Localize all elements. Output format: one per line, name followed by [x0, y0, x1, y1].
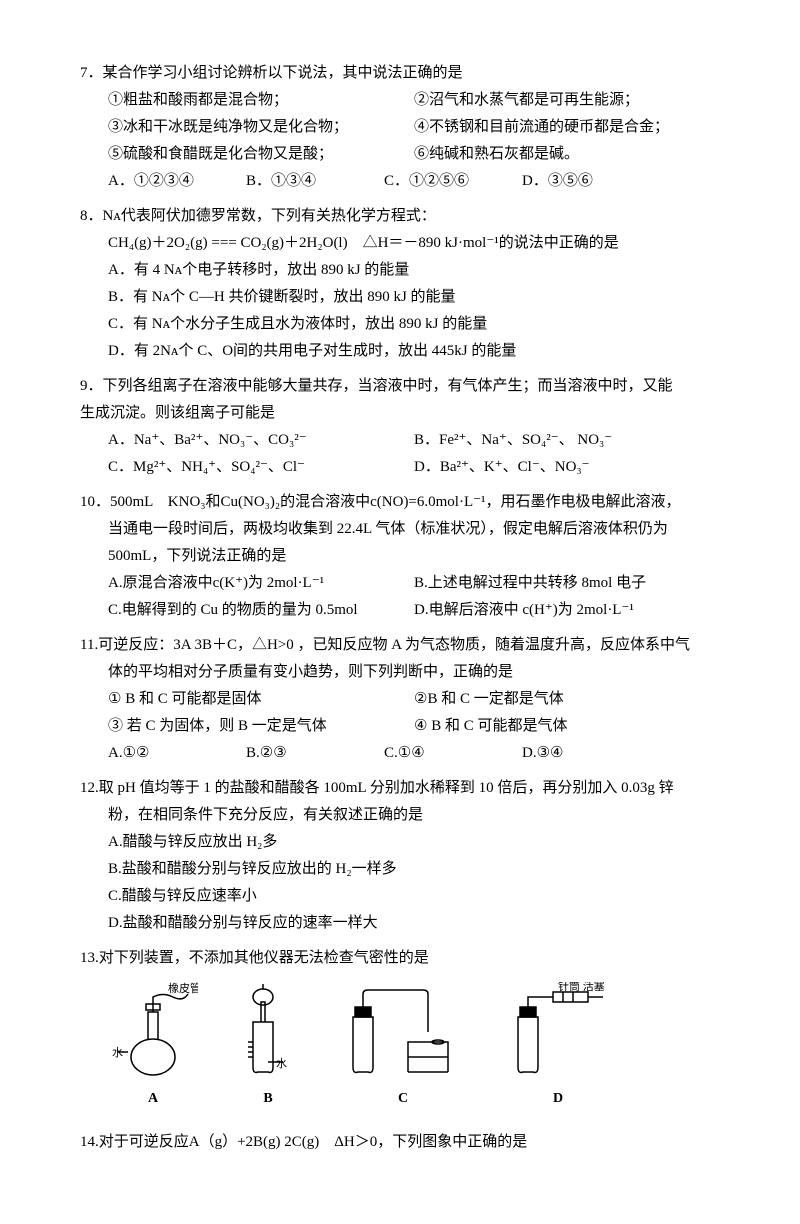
q7-s6: ⑥纯碱和熟石灰都是碱。	[414, 141, 720, 168]
q10-s2: 当通电一段时间后，两极均收集到 22.4L 气体（标准状况），假定电解后溶液体积…	[80, 516, 720, 543]
q9-row2: C．Mg²⁺、NH₄⁺、SO₄²⁻、Cl⁻ D．Ba²⁺、K⁺、Cl⁻、NO₃⁻	[80, 454, 720, 481]
q11-s2: 体的平均相对分子质量有变小趋势，则下列判断中，正确的是	[80, 659, 720, 686]
q7-s4: ④不锈钢和目前流通的硬币都是合金；	[414, 114, 720, 141]
q8-opt-d: D．有 2Nᴀ个 C、O间的共用电子对生成时，放出 445kJ 的能量	[80, 338, 720, 365]
label-a: A	[148, 1086, 158, 1111]
q10-row1: A.原混合溶液中c(K⁺)为 2mol·L⁻¹ B.上述电解过程中共转移 8mo…	[80, 570, 720, 597]
q7-opt-c: C．①②⑤⑥	[384, 168, 522, 195]
question-7: 7．某合作学习小组讨论辨析以下说法，其中说法正确的是 ①粗盐和酸雨都是混合物； …	[80, 60, 720, 195]
q11-opt-b: B.②③	[246, 740, 384, 767]
q7-subs-2: ③冰和干冰既是纯净物又是化合物； ④不锈钢和目前流通的硬币都是合金；	[80, 114, 720, 141]
q12-opt-a: A.醋酸与锌反应放出 H₂多	[80, 829, 720, 856]
q9-opt-d: D．Ba²⁺、K⁺、Cl⁻、NO₃⁻	[414, 454, 720, 481]
q7-subs-3: ⑤硫酸和食醋既是化合物又是酸； ⑥纯碱和熟石灰都是碱。	[80, 141, 720, 168]
apparatus-b: 水 B	[228, 982, 308, 1111]
q7-s2: ②沼气和水蒸气都是可再生能源；	[414, 87, 720, 114]
label-c: C	[398, 1086, 408, 1111]
q13-stem: 13.对下列装置，不添加其他仪器无法检查气密性的是	[80, 945, 720, 972]
q11-opt-c: C.①④	[384, 740, 522, 767]
q7-s5: ⑤硫酸和食醋既是化合物又是酸；	[108, 141, 414, 168]
q7-opt-a: A．①②③④	[108, 168, 246, 195]
q12-opt-d: D.盐酸和醋酸分别与锌反应的速率一样大	[80, 910, 720, 937]
q14-stem: 14.对于可逆反应A（g）+2B(g) 2C(g) ΔH＞0，下列图象中正确的是	[80, 1129, 720, 1156]
apparatus-d-icon: 针筒 活塞	[498, 982, 618, 1082]
q8-opt-b: B．有 Nᴀ个 C—H 共价键断裂时，放出 890 kJ 的能量	[80, 284, 720, 311]
question-12: 12.取 pH 值均等于 1 的盐酸和醋酸各 100mL 分别加水稀释到 10 …	[80, 775, 720, 937]
q11-o2: ②B 和 C 一定都是气体	[414, 686, 720, 713]
q10-row2: C.电解得到的 Cu 的物质的量为 0.5mol D.电解后溶液中 c(H⁺)为…	[80, 597, 720, 624]
q12-opt-c: C.醋酸与锌反应速率小	[80, 883, 720, 910]
q9-opt-a: A．Na⁺、Ba²⁺、NO₃⁻、CO₃²⁻	[108, 427, 414, 454]
q7-stem: 7．某合作学习小组讨论辨析以下说法，其中说法正确的是	[80, 60, 720, 87]
q8-stem: 8．Nᴀ代表阿伏加德罗常数，下列有关热化学方程式：	[80, 203, 720, 230]
q8-opt-c: C．有 Nᴀ个水分子生成且水为液体时，放出 890 kJ 的能量	[80, 311, 720, 338]
q11-o4: ④ B 和 C 可能都是气体	[414, 713, 720, 740]
q11-srow1: ① B 和 C 可能都是固体 ②B 和 C 一定都是气体	[80, 686, 720, 713]
water-label-a: 水	[112, 1046, 123, 1059]
apparatus-d: 针筒 活塞 D	[498, 982, 618, 1111]
syringe-label: 针筒 活塞	[558, 982, 605, 993]
apparatus-c-icon	[338, 982, 468, 1082]
q9-opt-b: B．Fe²⁺、Na⁺、SO₄²⁻、 NO₃⁻	[414, 427, 720, 454]
question-11: 11.可逆反应：3A 3B＋C，△H>0 ，已知反应物 A 为气态物质，随着温度…	[80, 632, 720, 767]
q7-options: A．①②③④ B．①③④ C．①②⑤⑥ D．③⑤⑥	[80, 168, 720, 195]
q10-opt-b: B.上述电解过程中共转移 8mol 电子	[414, 570, 720, 597]
q7-opt-b: B．①③④	[246, 168, 384, 195]
q10-stem: 10．500mL KNO₃和Cu(NO₃)₂的混合溶液中c(NO)=6.0mol…	[80, 489, 720, 516]
q9-stem: 9．下列各组离子在溶液中能够大量共存，当溶液中时，有气体产生；而当溶液中时，又能	[80, 373, 720, 400]
q11-o3: ③ 若 C 为固体，则 B 一定是气体	[108, 713, 414, 740]
q9-opt-c: C．Mg²⁺、NH₄⁺、SO₄²⁻、Cl⁻	[108, 454, 414, 481]
label-b: B	[263, 1086, 272, 1111]
q8-opt-a: A．有 4 Nᴀ个电子转移时，放出 890 kJ 的能量	[80, 257, 720, 284]
q12-stem: 12.取 pH 值均等于 1 的盐酸和醋酸各 100mL 分别加水稀释到 10 …	[80, 775, 720, 802]
q10-opt-d: D.电解后溶液中 c(H⁺)为 2mol·L⁻¹	[414, 597, 720, 624]
q7-opt-d: D．③⑤⑥	[522, 168, 660, 195]
question-13: 13.对下列装置，不添加其他仪器无法检查气密性的是 橡皮管 水 A	[80, 945, 720, 1121]
apparatus-a-icon: 橡皮管 水	[108, 982, 198, 1082]
question-14: 14.对于可逆反应A（g）+2B(g) 2C(g) ΔH＞0，下列图象中正确的是	[80, 1129, 720, 1156]
q10-opt-c: C.电解得到的 Cu 的物质的量为 0.5mol	[108, 597, 414, 624]
q11-srow2: ③ 若 C 为固体，则 B 一定是气体 ④ B 和 C 可能都是气体	[80, 713, 720, 740]
apparatus-a: 橡皮管 水 A	[108, 982, 198, 1111]
q11-opt-d: D.③④	[522, 740, 660, 767]
q13-diagrams: 橡皮管 水 A 水 B	[80, 972, 720, 1121]
rubber-label: 橡皮管	[168, 982, 198, 995]
q7-subs-1: ①粗盐和酸雨都是混合物； ②沼气和水蒸气都是可再生能源；	[80, 87, 720, 114]
question-9: 9．下列各组离子在溶液中能够大量共存，当溶液中时，有气体产生；而当溶液中时，又能…	[80, 373, 720, 481]
q11-stem: 11.可逆反应：3A 3B＋C，△H>0 ，已知反应物 A 为气态物质，随着温度…	[80, 632, 720, 659]
apparatus-c: C	[338, 982, 468, 1111]
q11-options: A.①② B.②③ C.①④ D.③④	[80, 740, 720, 767]
q10-s3: 500mL，下列说法正确的是	[80, 543, 720, 570]
q11-o1: ① B 和 C 可能都是固体	[108, 686, 414, 713]
water-label-b: 水	[276, 1057, 287, 1070]
q9-stem2: 生成沉淀。则该组离子可能是	[80, 400, 720, 427]
q7-s1: ①粗盐和酸雨都是混合物；	[108, 87, 414, 114]
q7-s3: ③冰和干冰既是纯净物又是化合物；	[108, 114, 414, 141]
apparatus-b-icon: 水	[228, 982, 308, 1082]
q9-row1: A．Na⁺、Ba²⁺、NO₃⁻、CO₃²⁻ B．Fe²⁺、Na⁺、SO₄²⁻、 …	[80, 427, 720, 454]
q8-eq: CH₄(g)＋2O₂(g) === CO₂(g)＋2H₂O(l) △H＝－890…	[80, 230, 720, 257]
question-8: 8．Nᴀ代表阿伏加德罗常数，下列有关热化学方程式： CH₄(g)＋2O₂(g) …	[80, 203, 720, 365]
q12-opt-b: B.盐酸和醋酸分别与锌反应放出的 H₂一样多	[80, 856, 720, 883]
label-d: D	[553, 1086, 563, 1111]
q10-opt-a: A.原混合溶液中c(K⁺)为 2mol·L⁻¹	[108, 570, 414, 597]
q11-opt-a: A.①②	[108, 740, 246, 767]
q12-s2: 粉，在相同条件下充分反应，有关叙述正确的是	[80, 802, 720, 829]
question-10: 10．500mL KNO₃和Cu(NO₃)₂的混合溶液中c(NO)=6.0mol…	[80, 489, 720, 624]
